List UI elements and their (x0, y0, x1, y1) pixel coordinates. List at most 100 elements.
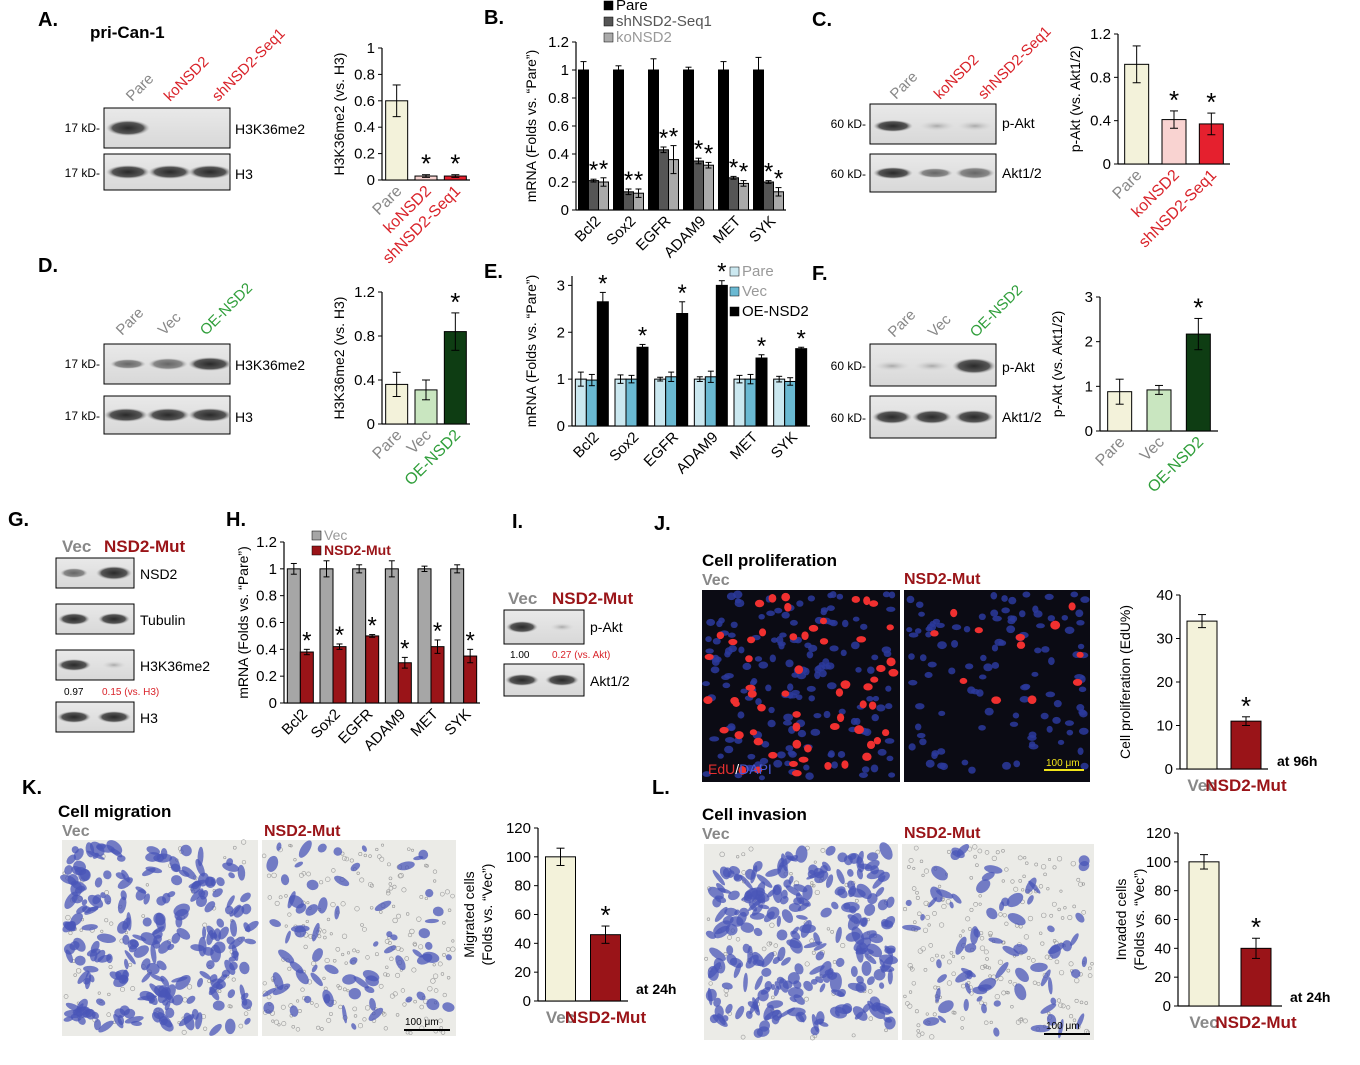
y-axis-label: mRNA (Folds vs. “Pare”) (523, 50, 539, 202)
dapi-nucleus (1034, 647, 1042, 654)
panel-letter-d: D. (38, 255, 58, 277)
pore (1022, 1018, 1028, 1024)
stained-cell (790, 930, 801, 940)
pore (419, 895, 424, 899)
bar (352, 568, 367, 704)
stained-cell (237, 864, 246, 881)
pore (724, 993, 729, 997)
stained-cell (951, 847, 965, 859)
pore (356, 949, 360, 954)
stained-cell (857, 863, 873, 870)
y-axis-label: mRNA (Folds vs. “Pare”) (235, 546, 251, 698)
pore (1047, 1011, 1051, 1015)
pore (377, 854, 382, 859)
blot-band (952, 358, 996, 374)
edu-nucleus (781, 592, 791, 602)
dapi-nucleus (855, 667, 862, 673)
pore (332, 959, 337, 963)
pore (284, 924, 288, 928)
dapi-nucleus (1057, 739, 1065, 745)
stained-cell (162, 892, 171, 904)
stained-cell (795, 845, 808, 863)
blot-label: Akt1/2 (1002, 165, 1042, 181)
pore (1040, 941, 1045, 946)
y-tick-label: 0.4 (354, 119, 375, 136)
stained-cell (820, 907, 832, 918)
bar (795, 348, 808, 427)
y-tick-label: 0.8 (1090, 69, 1111, 86)
pore (300, 987, 305, 992)
lane-label-oe-nsd2: OE-NSD2 (197, 280, 256, 339)
dapi-nucleus (737, 711, 745, 719)
stained-cell (886, 896, 895, 908)
dapi-nucleus (937, 748, 946, 755)
bar (596, 301, 609, 427)
panel-e: E. (484, 261, 503, 283)
dapi-nucleus (1045, 691, 1056, 698)
mw-marker: 60 kD- (831, 117, 866, 131)
edu-nucleus (719, 726, 729, 734)
dapi-nucleus (805, 772, 814, 780)
pore (451, 939, 455, 943)
dapi-nucleus (888, 591, 896, 599)
bar (693, 160, 704, 211)
stained-cell (930, 886, 943, 903)
blot-band (914, 361, 950, 371)
pore (1026, 956, 1031, 960)
dapi-nucleus (925, 759, 935, 768)
pore (354, 906, 360, 912)
pore (719, 851, 725, 858)
pore (1038, 931, 1043, 935)
pore (273, 1019, 280, 1025)
stained-cell (976, 995, 983, 1002)
dapi-nucleus (813, 712, 822, 719)
stained-cell (117, 896, 127, 914)
y-tick-label: 0 (1085, 423, 1093, 440)
x-tick-label: SYK (768, 429, 801, 462)
stained-cell (364, 986, 375, 994)
pore (424, 863, 428, 868)
stained-cell (834, 886, 846, 896)
stained-cell (739, 907, 750, 917)
stained-cell (976, 879, 991, 894)
edu-nucleus (856, 636, 867, 643)
dapi-nucleus (918, 611, 925, 617)
pore (240, 839, 247, 845)
stained-cell (993, 1027, 1000, 1037)
stained-cell (386, 931, 393, 938)
stained-cell (856, 883, 872, 900)
panel-title: Cell invasion (702, 805, 807, 824)
pore (851, 1033, 856, 1038)
pore (987, 931, 993, 937)
pore (287, 966, 292, 971)
bar (1188, 861, 1220, 1007)
stained-cell (751, 904, 764, 916)
significance-star: * (450, 287, 460, 317)
stained-cell (1046, 1014, 1057, 1026)
stained-cell (816, 1011, 825, 1025)
y-tick-label: 20 (1156, 674, 1173, 691)
pore (1036, 981, 1041, 986)
dapi-nucleus (1077, 747, 1084, 756)
dapi-nucleus (888, 772, 896, 778)
stained-cell (83, 965, 99, 973)
dapi-nucleus (872, 695, 880, 702)
pore (442, 953, 446, 957)
pore (408, 1031, 413, 1035)
pore (396, 913, 401, 919)
pore (909, 966, 913, 970)
pore (442, 992, 447, 998)
edu-nucleus (745, 684, 756, 691)
stained-cell (922, 1017, 940, 1026)
blot-band (146, 408, 190, 422)
legend-swatch (311, 530, 322, 541)
pore (392, 917, 398, 924)
stained-cell (432, 906, 444, 917)
pore (940, 954, 945, 959)
x-tick-label: MET (710, 213, 744, 247)
chart-b-grouped: 0 0.2 0.4 0.6 0.8 1 1.2 mRNA (Folds vs. “Pare”)… (523, 0, 786, 261)
pore (1081, 910, 1086, 915)
stained-cell (811, 1014, 819, 1032)
bar (755, 357, 768, 427)
dapi-nucleus (727, 632, 736, 638)
